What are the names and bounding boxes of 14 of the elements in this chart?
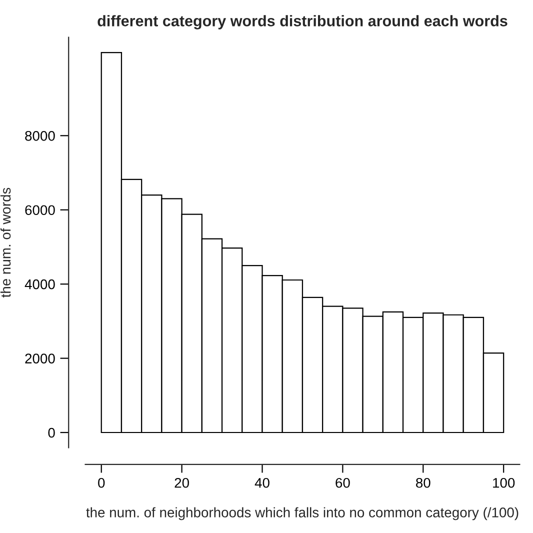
x-tick-label: 0 — [98, 478, 105, 488]
y-tick-label: 8000 — [25, 130, 55, 141]
chart-title: different category words distribution around each words — [98, 15, 508, 30]
y-tick-label: 4000 — [24, 279, 55, 290]
y-tick-label: 0 — [48, 428, 55, 438]
x-tick-label: 20 — [174, 478, 189, 488]
y-tick-label: 6000 — [25, 205, 55, 216]
x-tick-label: 80 — [416, 478, 430, 488]
y-axis-title: the num. of words — [0, 188, 11, 298]
x-tick-label: 100 — [493, 478, 515, 488]
y-tick-label: 2000 — [25, 354, 55, 364]
x-tick-label: 60 — [336, 478, 350, 488]
x-tick-label: 40 — [254, 478, 270, 488]
x-axis-title: the num. of neighborhoods which falls into no common category (/100) — [86, 507, 518, 520]
